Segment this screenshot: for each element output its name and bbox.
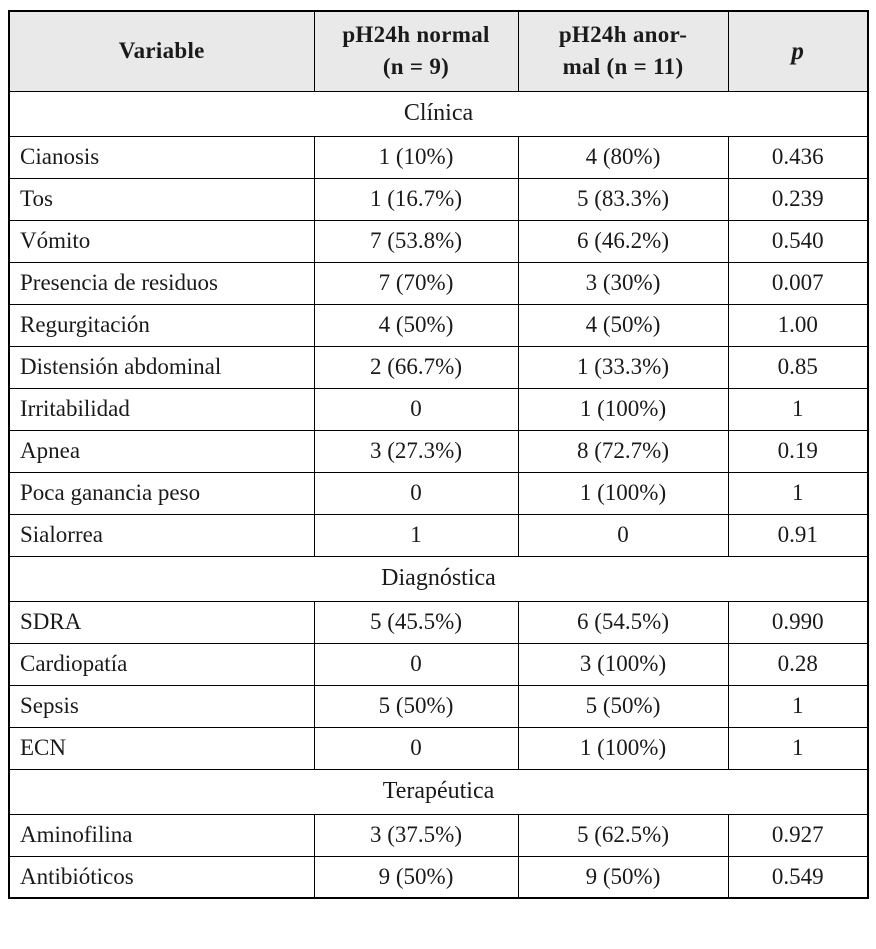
row-value-p: 0.990 [727, 600, 869, 644]
row-variable-label: Antibióticos [8, 855, 315, 899]
row-value-anormal: 8 (72.7%) [517, 429, 729, 473]
row-value-normal: 0 [313, 642, 519, 686]
row-value-p: 0.85 [727, 345, 869, 389]
table-row: ECN 0 1 (100%) 1 [8, 726, 869, 770]
row-value-p: 0.549 [727, 855, 869, 899]
row-value-normal: 1 [313, 513, 519, 557]
row-value-normal: 9 (50%) [313, 855, 519, 899]
row-value-normal: 5 (50%) [313, 684, 519, 728]
row-value-p: 1.00 [727, 303, 869, 347]
row-value-anormal: 4 (50%) [517, 303, 729, 347]
row-value-anormal: 1 (33.3%) [517, 345, 729, 389]
table-row: Cardiopatía 0 3 (100%) 0.28 [8, 642, 869, 686]
row-value-p: 0.007 [727, 261, 869, 305]
row-variable-label: Tos [8, 177, 315, 221]
row-variable-label: Aminofilina [8, 813, 315, 857]
table-row: Irritabilidad 0 1 (100%) 1 [8, 387, 869, 431]
row-variable-label: Poca ganancia peso [8, 471, 315, 515]
table-header: Variable pH24h normal (n = 9) pH24h anor… [8, 10, 869, 92]
row-variable-label: Irritabilidad [8, 387, 315, 431]
row-value-normal: 2 (66.7%) [313, 345, 519, 389]
table-row: Distensión abdominal 2 (66.7%) 1 (33.3%) 0.… [8, 345, 869, 389]
table-row: Aminofilina 3 (37.5%) 5 (62.5%) 0.927 [8, 813, 869, 857]
row-variable-label: Cianosis [8, 135, 315, 179]
table-row: Regurgitación 4 (50%) 4 (50%) 1.00 [8, 303, 869, 347]
row-value-p: 0.28 [727, 642, 869, 686]
section-title: Diagnóstica [8, 555, 869, 602]
row-variable-label: Regurgitación [8, 303, 315, 347]
row-value-p: 0.540 [727, 219, 869, 263]
row-value-normal: 7 (70%) [313, 261, 519, 305]
row-value-p: 0.927 [727, 813, 869, 857]
row-value-normal: 1 (16.7%) [313, 177, 519, 221]
row-value-anormal: 5 (83.3%) [517, 177, 729, 221]
row-value-p: 1 [727, 471, 869, 515]
row-variable-label: Apnea [8, 429, 315, 473]
section-row: Terapéutica [8, 768, 869, 815]
row-value-anormal: 1 (100%) [517, 726, 729, 770]
col-header-ph-normal: pH24h normal (n = 9) [313, 10, 519, 92]
row-variable-label: Distensión abdominal [8, 345, 315, 389]
row-value-normal: 0 [313, 387, 519, 431]
table-row: Vómito 7 (53.8%) 6 (46.2%) 0.540 [8, 219, 869, 263]
row-value-anormal: 9 (50%) [517, 855, 729, 899]
row-value-anormal: 0 [517, 513, 729, 557]
row-value-anormal: 5 (62.5%) [517, 813, 729, 857]
row-value-normal: 1 (10%) [313, 135, 519, 179]
row-value-anormal: 3 (30%) [517, 261, 729, 305]
section-row: Clínica [8, 90, 869, 137]
row-value-normal: 3 (27.3%) [313, 429, 519, 473]
table-row: Presencia de residuos 7 (70%) 3 (30%) 0.007 [8, 261, 869, 305]
row-value-anormal: 5 (50%) [517, 684, 729, 728]
row-variable-label: Cardiopatía [8, 642, 315, 686]
row-variable-label: SDRA [8, 600, 315, 644]
row-variable-label: Presencia de residuos [8, 261, 315, 305]
row-value-normal: 3 (37.5%) [313, 813, 519, 857]
row-value-normal: 0 [313, 726, 519, 770]
section-title: Terapéutica [8, 768, 869, 815]
row-value-anormal: 6 (54.5%) [517, 600, 729, 644]
section-title: Clínica [8, 90, 869, 137]
row-variable-label: Vómito [8, 219, 315, 263]
row-variable-label: ECN [8, 726, 315, 770]
header-row: Variable pH24h normal (n = 9) pH24h anor… [8, 10, 869, 92]
row-value-anormal: 3 (100%) [517, 642, 729, 686]
row-value-anormal: 1 (100%) [517, 387, 729, 431]
table-row: Sepsis 5 (50%) 5 (50%) 1 [8, 684, 869, 728]
row-value-normal: 5 (45.5%) [313, 600, 519, 644]
table-row: Tos 1 (16.7%) 5 (83.3%) 0.239 [8, 177, 869, 221]
table-row: Poca ganancia peso 0 1 (100%) 1 [8, 471, 869, 515]
row-value-p: 0.239 [727, 177, 869, 221]
row-value-p: 1 [727, 387, 869, 431]
row-variable-label: Sepsis [8, 684, 315, 728]
col-header-variable: Variable [8, 10, 315, 92]
table-row: Cianosis 1 (10%) 4 (80%) 0.436 [8, 135, 869, 179]
row-variable-label: Sialorrea [8, 513, 315, 557]
row-value-normal: 0 [313, 471, 519, 515]
table-row: Apnea 3 (27.3%) 8 (72.7%) 0.19 [8, 429, 869, 473]
col-header-p-value: p [727, 10, 869, 92]
row-value-normal: 7 (53.8%) [313, 219, 519, 263]
row-value-anormal: 6 (46.2%) [517, 219, 729, 263]
row-value-anormal: 1 (100%) [517, 471, 729, 515]
row-value-p: 0.19 [727, 429, 869, 473]
table-row: SDRA 5 (45.5%) 6 (54.5%) 0.990 [8, 600, 869, 644]
clinical-results-table: Variable pH24h normal (n = 9) pH24h anor… [8, 10, 869, 899]
table-row: Antibióticos 9 (50%) 9 (50%) 0.549 [8, 855, 869, 899]
section-row: Diagnóstica [8, 555, 869, 602]
row-value-p: 0.91 [727, 513, 869, 557]
table-body: Clínica Cianosis 1 (10%) 4 (80%) 0.436 Tos 1 (… [8, 90, 869, 899]
row-value-normal: 4 (50%) [313, 303, 519, 347]
row-value-p: 0.436 [727, 135, 869, 179]
row-value-anormal: 4 (80%) [517, 135, 729, 179]
row-value-p: 1 [727, 726, 869, 770]
row-value-p: 1 [727, 684, 869, 728]
col-header-ph-anormal: pH24h anor- mal (n = 11) [517, 10, 729, 92]
table-row: Sialorrea 1 0 0.91 [8, 513, 869, 557]
